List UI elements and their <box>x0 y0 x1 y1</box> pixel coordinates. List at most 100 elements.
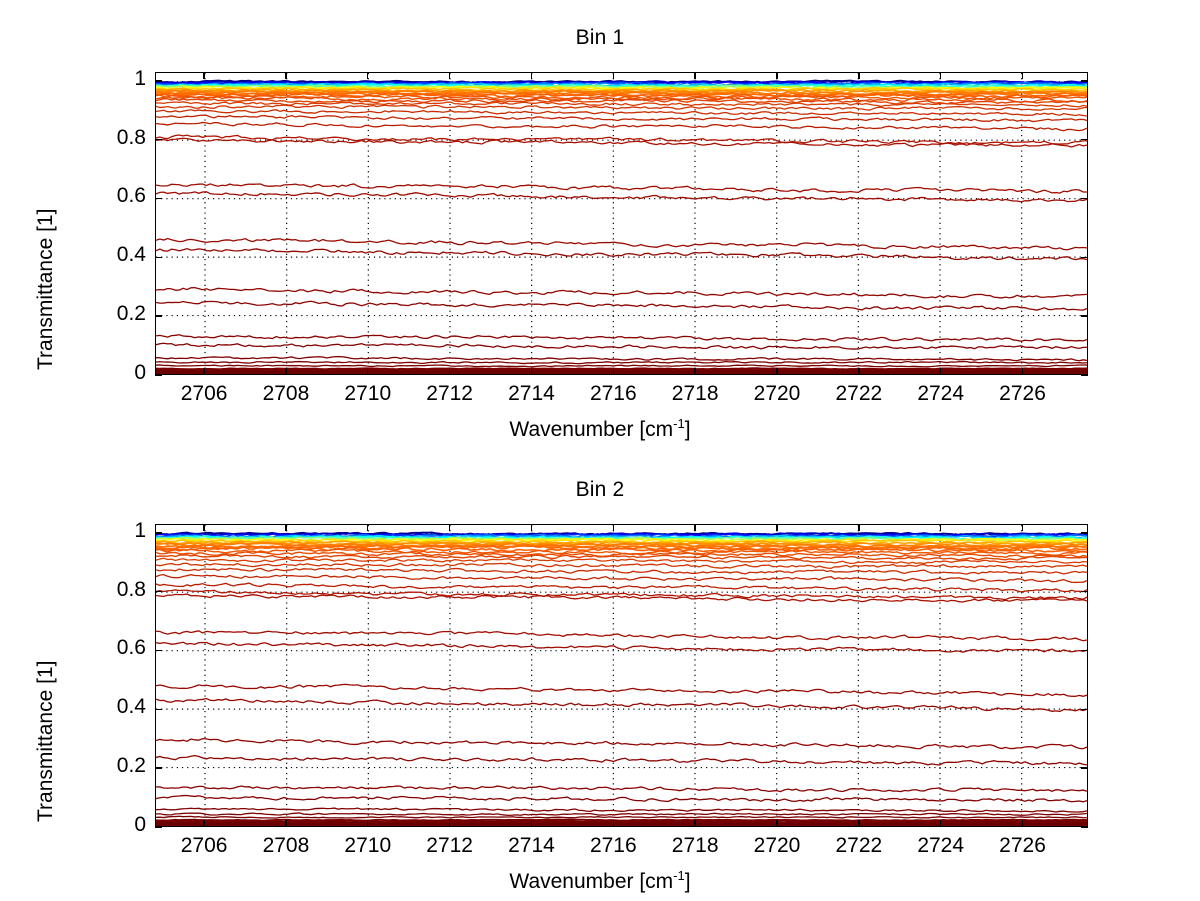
x-tick-mark <box>776 820 778 827</box>
spectrum-line <box>156 697 1087 713</box>
x-tick-label: 2706 <box>180 382 228 405</box>
y-tick-mark <box>1081 256 1088 259</box>
y-tick-mark <box>155 708 162 711</box>
subplot-title: Bin 1 <box>575 26 625 49</box>
x-tick-mark <box>858 820 860 827</box>
x-tick-mark <box>530 820 533 827</box>
x-tick-label: 2716 <box>589 382 637 405</box>
y-tick-mark <box>1081 315 1088 317</box>
spectrum-line <box>156 183 1087 194</box>
x-tick-mark <box>1021 820 1024 827</box>
x-tick-label: 2710 <box>344 382 392 405</box>
x-tick-mark <box>939 72 942 79</box>
y-tick-mark <box>1081 708 1088 711</box>
x-tick-label: 2722 <box>835 834 883 857</box>
y-axis-label: Transmittance [1] <box>34 208 57 370</box>
gridlines <box>156 73 1087 374</box>
x-tick-label: 2724 <box>917 834 965 857</box>
x-axis-label-tail: ] <box>684 418 691 441</box>
x-tick-mark <box>694 820 696 827</box>
x-tick-mark <box>530 524 533 531</box>
spectrum-line <box>156 134 1087 145</box>
x-tick-label: 2726 <box>999 834 1046 857</box>
x-tick-label: 2716 <box>589 834 637 857</box>
x-tick-label: 2708 <box>262 834 310 857</box>
spectrum-line <box>156 543 1087 550</box>
subplot-bin-2: Bin 2 Transmittance [1] 0 0.2 0.4 0.6 0.8 1 27… <box>0 452 1200 901</box>
x-tick-mark <box>285 524 287 531</box>
x-tick-mark <box>448 368 451 375</box>
spectrum-line <box>156 286 1087 299</box>
x-tick-label: 2726 <box>999 382 1046 405</box>
x-tick-mark <box>367 820 369 827</box>
spectrum-line <box>156 98 1087 105</box>
spectrum-line <box>156 807 1087 813</box>
spectrum-line <box>156 334 1087 342</box>
spectrum-line <box>156 589 1087 601</box>
y-tick-mark <box>1081 138 1088 141</box>
spectra-curves <box>156 531 1087 826</box>
x-tick-mark <box>776 524 778 531</box>
spectrum-line <box>156 562 1087 570</box>
plot-area <box>155 524 1088 827</box>
x-tick-label: 2708 <box>262 382 310 405</box>
x-tick-mark <box>939 524 942 531</box>
x-tick-label: 2712 <box>426 834 473 857</box>
x-tick-mark <box>694 368 696 375</box>
spectrum-line <box>156 92 1087 99</box>
spectrum-line <box>156 364 1087 368</box>
y-tick-mark <box>155 374 162 376</box>
x-tick-mark <box>694 72 696 79</box>
x-tick-mark <box>203 820 205 827</box>
x-tick-mark <box>448 524 451 531</box>
spectrum-line <box>156 114 1087 123</box>
x-axis-label: Wavenumber [cm-1] <box>0 868 1200 894</box>
x-tick-mark <box>285 72 287 79</box>
x-tick-label: 2714 <box>508 382 555 405</box>
x-tick-mark <box>612 368 614 375</box>
y-axis-label: Transmittance [1] <box>34 660 57 822</box>
spectrum-line <box>156 360 1087 365</box>
x-axis-label-exponent: -1 <box>673 868 685 883</box>
spectrum-line <box>156 546 1087 553</box>
y-tick-mark <box>155 315 162 317</box>
spectrum-line <box>156 79 1087 84</box>
y-tick-mark <box>155 649 162 652</box>
y-tick-mark <box>155 138 162 141</box>
spectrum-line <box>156 121 1087 132</box>
x-tick-mark <box>448 820 451 827</box>
x-tick-label: 2714 <box>508 834 555 857</box>
x-tick-mark <box>285 368 287 375</box>
spectrum-line <box>156 812 1087 817</box>
x-tick-mark <box>858 72 860 79</box>
spectrum-line <box>156 567 1087 575</box>
y-tick-mark <box>1081 197 1088 200</box>
y-tick-mark <box>1081 532 1088 534</box>
spectrum-line <box>156 641 1087 653</box>
x-tick-mark <box>858 524 860 531</box>
spectrum-line <box>156 370 1087 374</box>
x-tick-mark <box>367 72 369 79</box>
spectrum-line <box>156 342 1087 350</box>
x-tick-mark <box>203 72 205 79</box>
x-tick-mark <box>203 524 205 531</box>
x-tick-mark <box>1021 368 1024 375</box>
x-axis-label-tail: ] <box>684 870 691 893</box>
y-tick-mark <box>155 256 162 259</box>
y-tick-mark <box>1081 767 1088 769</box>
spectrum-line <box>156 551 1087 559</box>
spectrum-line <box>156 822 1087 826</box>
spectrum-line <box>156 247 1087 261</box>
x-tick-mark <box>694 524 696 531</box>
spectrum-line <box>156 300 1087 311</box>
x-axis-label-text: Wavenumber [cm <box>509 870 674 893</box>
x-tick-mark <box>776 72 778 79</box>
spectrum-line <box>156 794 1087 803</box>
x-tick-label: 2706 <box>180 834 228 857</box>
y-tick-mark <box>1081 649 1088 652</box>
spectrum-line <box>156 818 1087 822</box>
y-tick-mark <box>155 197 162 200</box>
spectrum-line <box>156 582 1087 593</box>
plot-area <box>155 72 1088 375</box>
